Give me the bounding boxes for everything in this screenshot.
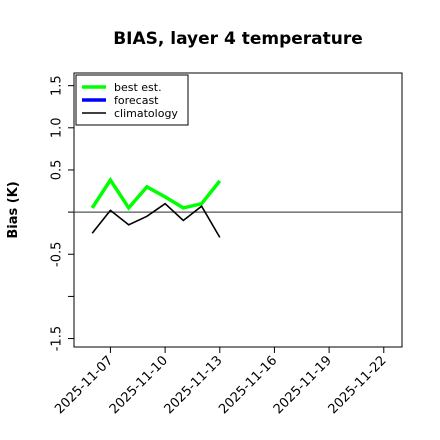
y-tick-label: 0.5 (50, 160, 65, 181)
legend-box (75, 74, 189, 126)
y-axis-label: Bias (K) (6, 181, 21, 238)
series-climatology-line (91, 202, 221, 238)
legend-label-forecast: forecast (114, 94, 159, 107)
y-tick-label: 1.0 (50, 117, 65, 138)
y-tick-label: -0.5 (50, 242, 65, 267)
chart-title: BIAS, layer 4 temperature (113, 29, 363, 49)
legend-label-best-est: best est. (114, 81, 162, 94)
legend-label-climatology: climatology (114, 107, 178, 120)
y-tick-label: 1.5 (50, 75, 65, 96)
y-tick-label: -1.5 (50, 326, 65, 351)
series-best-est-line (90, 176, 222, 211)
x-tick-label: 2025-11-22 (326, 353, 390, 417)
